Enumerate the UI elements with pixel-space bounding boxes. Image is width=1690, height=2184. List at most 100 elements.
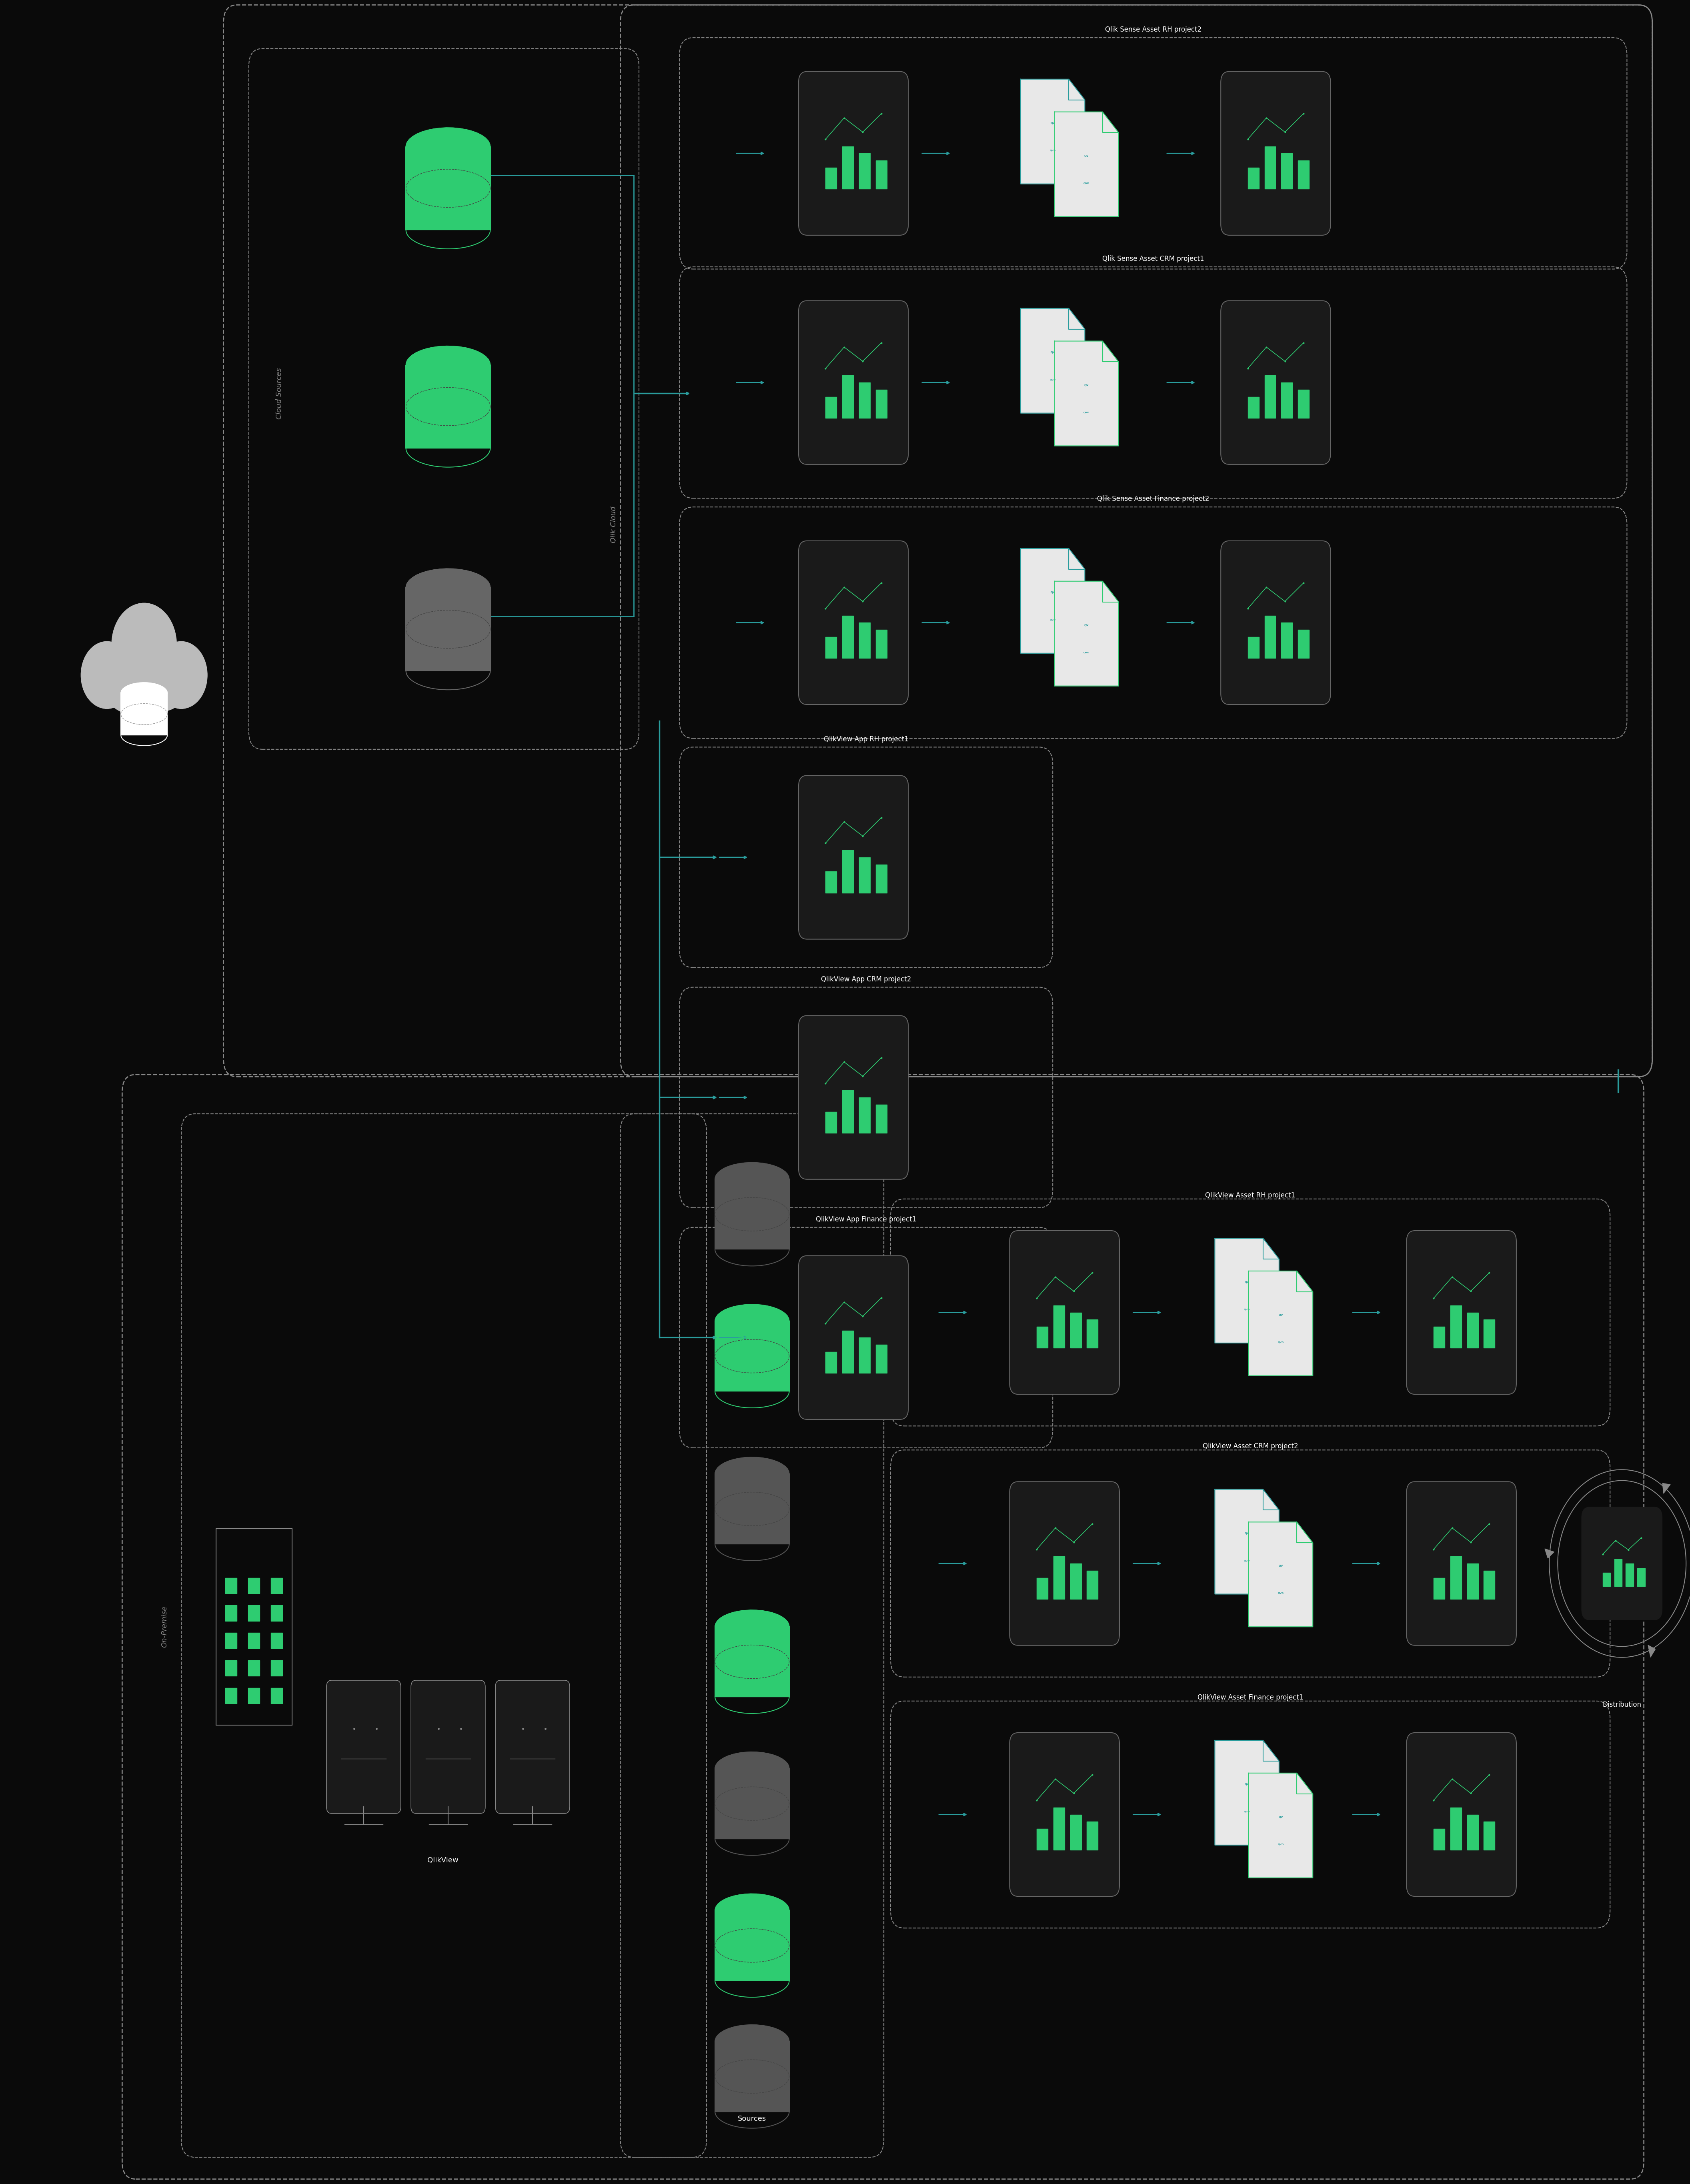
Polygon shape bbox=[715, 2025, 789, 2057]
Text: QV: QV bbox=[1244, 1282, 1249, 1284]
Bar bbox=[1450, 1306, 1462, 1348]
Polygon shape bbox=[1021, 79, 1085, 183]
Bar bbox=[1264, 146, 1276, 188]
Text: QV: QV bbox=[1051, 352, 1055, 354]
Polygon shape bbox=[122, 692, 167, 736]
Bar bbox=[270, 1688, 282, 1704]
Bar bbox=[826, 397, 837, 417]
Text: QV: QV bbox=[1278, 1564, 1283, 1568]
Text: QV: QV bbox=[1051, 122, 1055, 124]
Bar bbox=[1433, 1828, 1445, 1850]
Bar bbox=[859, 382, 870, 417]
Bar bbox=[1247, 638, 1259, 657]
Polygon shape bbox=[122, 684, 167, 703]
Bar bbox=[1450, 1557, 1462, 1599]
Bar bbox=[875, 389, 887, 417]
Polygon shape bbox=[715, 1769, 789, 1839]
Bar bbox=[1433, 1326, 1445, 1348]
Bar bbox=[225, 1605, 237, 1621]
Text: QlikView App RH project1: QlikView App RH project1 bbox=[823, 736, 909, 743]
FancyBboxPatch shape bbox=[799, 1016, 908, 1179]
Text: Distribution: Distribution bbox=[1602, 1701, 1641, 1708]
Polygon shape bbox=[1545, 1548, 1555, 1557]
Bar bbox=[1467, 1313, 1479, 1348]
FancyBboxPatch shape bbox=[1220, 542, 1330, 705]
Bar bbox=[248, 1660, 260, 1675]
FancyBboxPatch shape bbox=[1220, 72, 1330, 236]
Text: QV: QV bbox=[1278, 1815, 1283, 1819]
Polygon shape bbox=[1663, 1483, 1670, 1494]
Polygon shape bbox=[1215, 1741, 1279, 1845]
Bar bbox=[859, 1337, 870, 1374]
Bar bbox=[1484, 1821, 1496, 1850]
Polygon shape bbox=[1021, 308, 1085, 413]
Polygon shape bbox=[715, 1911, 789, 1981]
FancyBboxPatch shape bbox=[1220, 301, 1330, 465]
Text: On-Premise: On-Premise bbox=[161, 1605, 167, 1647]
Polygon shape bbox=[715, 1179, 789, 1249]
Circle shape bbox=[81, 642, 134, 708]
Polygon shape bbox=[406, 587, 490, 670]
Text: QlikView Asset CRM project2: QlikView Asset CRM project2 bbox=[1203, 1444, 1298, 1450]
Bar bbox=[248, 1605, 260, 1621]
Text: QlikView App Finance project1: QlikView App Finance project1 bbox=[816, 1216, 916, 1223]
Polygon shape bbox=[715, 1457, 789, 1492]
Bar bbox=[1087, 1570, 1099, 1599]
Bar bbox=[1281, 153, 1293, 188]
Text: Qlik Sense Asset RH project2: Qlik Sense Asset RH project2 bbox=[1105, 26, 1202, 33]
Bar bbox=[1087, 1319, 1099, 1348]
Bar bbox=[842, 850, 853, 893]
Text: QV: QV bbox=[1051, 592, 1055, 594]
Polygon shape bbox=[715, 1627, 789, 1697]
FancyBboxPatch shape bbox=[799, 301, 908, 465]
Bar bbox=[1626, 1564, 1634, 1586]
Bar bbox=[842, 616, 853, 657]
Polygon shape bbox=[715, 1162, 789, 1197]
Polygon shape bbox=[1021, 548, 1085, 653]
FancyBboxPatch shape bbox=[326, 1679, 401, 1813]
Bar bbox=[859, 1096, 870, 1133]
Bar bbox=[875, 1345, 887, 1374]
Polygon shape bbox=[715, 1474, 789, 1544]
Bar bbox=[1053, 1557, 1065, 1599]
Circle shape bbox=[100, 638, 161, 714]
Polygon shape bbox=[406, 365, 490, 448]
Bar bbox=[842, 146, 853, 188]
FancyBboxPatch shape bbox=[799, 1256, 908, 1420]
Polygon shape bbox=[1055, 581, 1119, 686]
Text: QlikView: QlikView bbox=[428, 1856, 458, 1863]
Bar bbox=[859, 153, 870, 188]
Text: Qlik Sense Asset Finance project2: Qlik Sense Asset Finance project2 bbox=[1097, 496, 1210, 502]
Text: Qlik Cloud: Qlik Cloud bbox=[610, 507, 617, 544]
FancyBboxPatch shape bbox=[1009, 1732, 1119, 1896]
Bar bbox=[248, 1688, 260, 1704]
Bar bbox=[826, 1352, 837, 1374]
Bar bbox=[875, 1105, 887, 1133]
FancyBboxPatch shape bbox=[495, 1679, 570, 1813]
Bar bbox=[248, 1577, 260, 1594]
Polygon shape bbox=[1215, 1489, 1279, 1594]
Bar bbox=[826, 638, 837, 657]
Bar bbox=[1087, 1821, 1099, 1850]
Bar bbox=[1070, 1815, 1082, 1850]
Text: QV: QV bbox=[1085, 155, 1088, 157]
Bar bbox=[1467, 1815, 1479, 1850]
Bar bbox=[842, 1330, 853, 1374]
Bar bbox=[1281, 622, 1293, 657]
Bar bbox=[859, 858, 870, 893]
Bar bbox=[216, 1529, 292, 1725]
Bar bbox=[875, 629, 887, 657]
Bar bbox=[1467, 1564, 1479, 1599]
Polygon shape bbox=[406, 127, 490, 166]
Polygon shape bbox=[1249, 1522, 1313, 1627]
Bar bbox=[1298, 389, 1310, 417]
Bar bbox=[826, 871, 837, 893]
Bar bbox=[1036, 1326, 1048, 1348]
Bar bbox=[1247, 168, 1259, 188]
Polygon shape bbox=[715, 1610, 789, 1645]
Polygon shape bbox=[1055, 111, 1119, 216]
Polygon shape bbox=[715, 2042, 789, 2112]
Bar bbox=[875, 865, 887, 893]
Bar bbox=[1281, 382, 1293, 417]
Bar bbox=[225, 1688, 237, 1704]
